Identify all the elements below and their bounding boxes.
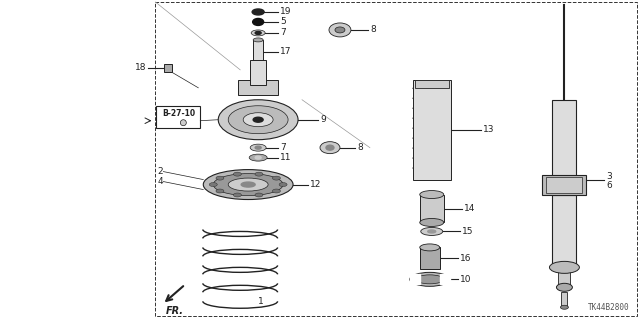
Bar	[410, 274, 420, 284]
Ellipse shape	[218, 100, 298, 140]
Ellipse shape	[255, 172, 263, 176]
Ellipse shape	[326, 145, 334, 150]
Text: 14: 14	[463, 204, 475, 213]
Ellipse shape	[216, 189, 224, 193]
Text: 7: 7	[280, 143, 286, 152]
Bar	[413, 80, 451, 180]
Ellipse shape	[253, 117, 263, 122]
Ellipse shape	[250, 144, 266, 151]
Bar	[561, 292, 568, 307]
Ellipse shape	[420, 219, 444, 226]
Text: 12: 12	[310, 180, 321, 189]
Ellipse shape	[209, 182, 217, 187]
Ellipse shape	[410, 272, 450, 286]
Text: 6: 6	[606, 181, 612, 190]
Ellipse shape	[253, 38, 263, 42]
Text: 11: 11	[280, 153, 292, 162]
Text: B-27-10: B-27-10	[162, 109, 195, 118]
Bar	[164, 64, 172, 72]
Bar	[552, 100, 577, 189]
Text: 19: 19	[280, 7, 292, 17]
Bar	[420, 248, 440, 269]
Ellipse shape	[255, 156, 261, 159]
Ellipse shape	[228, 106, 288, 134]
Text: 15: 15	[461, 227, 473, 236]
Text: 18: 18	[135, 63, 147, 72]
Ellipse shape	[255, 146, 261, 149]
Bar	[547, 177, 582, 193]
Bar	[238, 80, 278, 95]
Ellipse shape	[204, 170, 293, 199]
Bar	[552, 195, 577, 264]
Text: 7: 7	[280, 28, 286, 37]
Text: 16: 16	[460, 254, 471, 263]
Ellipse shape	[273, 176, 280, 180]
Ellipse shape	[416, 275, 444, 284]
Circle shape	[180, 120, 186, 126]
Ellipse shape	[428, 230, 436, 233]
Ellipse shape	[252, 9, 264, 15]
Ellipse shape	[251, 30, 265, 36]
Ellipse shape	[241, 182, 255, 187]
Text: 8: 8	[370, 26, 376, 34]
Bar	[250, 60, 266, 85]
Text: 1: 1	[258, 297, 264, 306]
Ellipse shape	[255, 32, 261, 34]
Ellipse shape	[234, 172, 241, 176]
Ellipse shape	[556, 283, 572, 291]
Text: 2: 2	[157, 167, 163, 176]
Bar	[156, 106, 200, 128]
Text: 5: 5	[280, 18, 286, 26]
Ellipse shape	[279, 182, 287, 187]
Bar	[415, 80, 449, 88]
Text: 8: 8	[357, 143, 363, 152]
Ellipse shape	[213, 174, 283, 196]
Ellipse shape	[234, 193, 241, 197]
Bar	[559, 267, 570, 287]
Text: TK44B2800: TK44B2800	[588, 303, 629, 312]
Bar	[420, 195, 444, 222]
Ellipse shape	[550, 261, 579, 273]
Text: 10: 10	[460, 275, 471, 284]
Ellipse shape	[249, 154, 267, 161]
Ellipse shape	[420, 190, 444, 198]
Ellipse shape	[329, 23, 351, 37]
Ellipse shape	[253, 62, 263, 66]
Text: 3: 3	[606, 172, 612, 181]
Ellipse shape	[255, 193, 263, 197]
Ellipse shape	[273, 189, 280, 193]
Ellipse shape	[320, 142, 340, 154]
Text: 9: 9	[320, 115, 326, 124]
Ellipse shape	[561, 305, 568, 309]
Ellipse shape	[228, 178, 268, 191]
Ellipse shape	[420, 227, 443, 235]
Ellipse shape	[420, 244, 440, 251]
Bar	[440, 274, 450, 284]
Text: 4: 4	[157, 177, 163, 186]
Ellipse shape	[335, 27, 345, 33]
Bar	[543, 174, 586, 195]
Ellipse shape	[243, 113, 273, 127]
Text: 13: 13	[483, 125, 494, 134]
Ellipse shape	[216, 176, 224, 180]
Ellipse shape	[253, 19, 264, 26]
Bar	[253, 40, 263, 64]
Text: 17: 17	[280, 48, 292, 56]
Text: FR.: FR.	[165, 306, 184, 316]
